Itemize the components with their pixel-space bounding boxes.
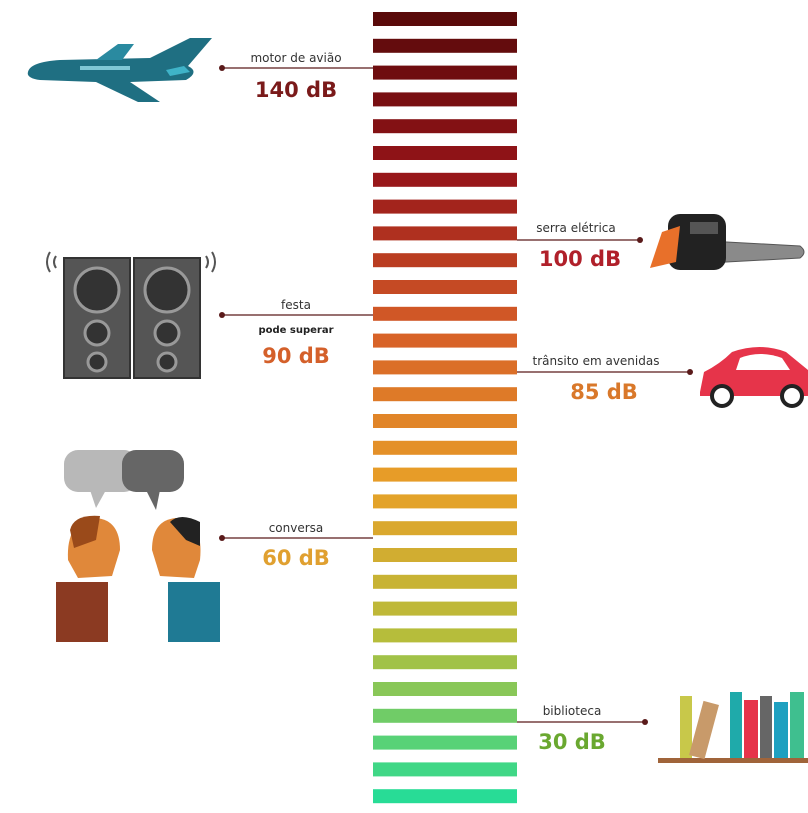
scale-stripe [373,12,517,26]
connector-dot [687,369,693,375]
item-label: serra elétrica [536,221,615,235]
scale-stripe [373,307,517,321]
connector-dot [219,65,225,71]
conversation-icon [56,450,220,642]
scale-stripe [373,736,517,750]
scale-stripe [373,414,517,428]
item-level: 90 dB [262,344,330,368]
scale-stripe [373,360,517,374]
item-level: 30 dB [538,730,606,754]
scale-stripe [373,146,517,160]
item-level: 85 dB [570,380,638,404]
scale-stripe [373,441,517,455]
scale-stripe [373,119,517,133]
infographic: motor de avião 140 dB serra elétrica 100… [0,0,808,813]
item-level: 100 dB [539,247,621,271]
item-label: trânsito em avenidas [533,354,660,368]
scale-stripe [373,334,517,348]
item-label: biblioteca [543,704,602,718]
scale-stripe [373,200,517,214]
scale-stripe [373,66,517,80]
scale-stripe [373,762,517,776]
scale-stripe [373,602,517,616]
chainsaw-icon [650,214,804,270]
scale-stripe [373,468,517,482]
item-label: festa [281,298,311,312]
scale-stripe [373,253,517,267]
scale-stripe [373,280,517,294]
item-label: conversa [269,521,324,535]
scale-stripe [373,575,517,589]
item-level: 140 dB [255,78,337,102]
scale-stripe [373,521,517,535]
scale-stripe [373,709,517,723]
scale-stripe [373,548,517,562]
scale-stripe [373,39,517,53]
car-icon [700,347,808,406]
item-label: motor de avião [250,51,341,65]
speakers-icon [47,252,215,378]
scale-stripe [373,655,517,669]
airplane-icon [28,38,212,102]
scale-stripe [373,226,517,240]
decibel-scale [373,12,517,803]
item-note: pode superar [258,325,333,336]
scale-stripe [373,789,517,803]
connector-dot [642,719,648,725]
item-level: 60 dB [262,546,330,570]
scale-stripe [373,92,517,106]
scale-stripe [373,387,517,401]
scale-stripe [373,628,517,642]
connector-dot [219,535,225,541]
scale-stripe [373,494,517,508]
scale-stripe [373,682,517,696]
connector-dot [219,312,225,318]
scale-stripe [373,173,517,187]
connector-dot [637,237,643,243]
books-icon [658,692,808,763]
